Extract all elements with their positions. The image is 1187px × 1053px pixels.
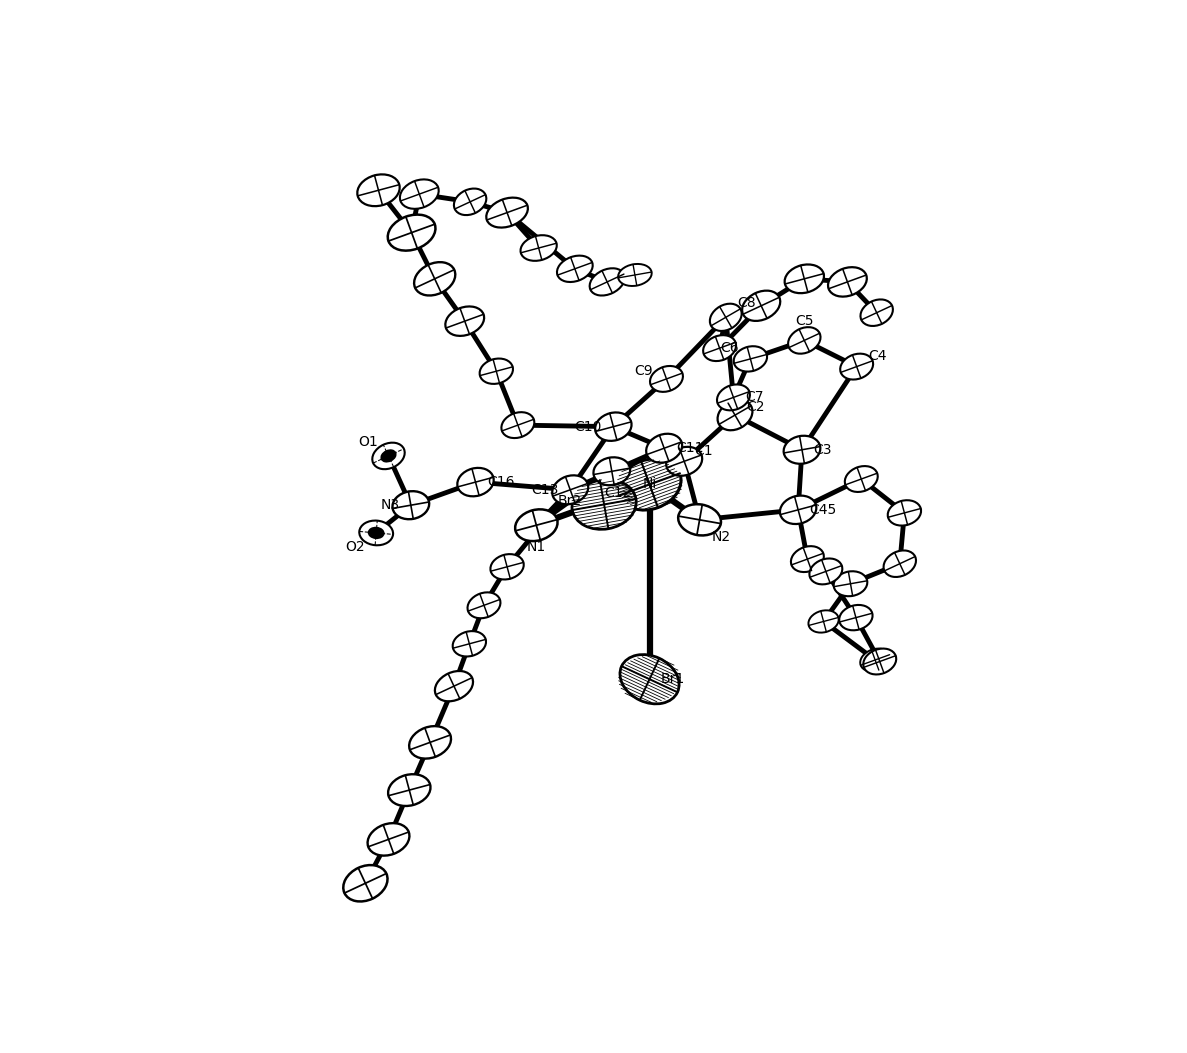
Ellipse shape [343,866,387,901]
Ellipse shape [742,291,780,321]
Ellipse shape [791,547,824,572]
Text: O2: O2 [345,540,366,554]
Ellipse shape [783,436,820,463]
Ellipse shape [380,450,396,462]
Text: C11: C11 [675,441,704,455]
Ellipse shape [734,346,767,372]
Ellipse shape [883,551,916,577]
Ellipse shape [410,727,451,758]
Ellipse shape [618,459,681,510]
Text: C6: C6 [721,341,740,355]
Ellipse shape [393,491,430,519]
Ellipse shape [845,466,877,492]
Ellipse shape [833,572,868,596]
Ellipse shape [515,510,558,541]
Ellipse shape [414,262,456,296]
Ellipse shape [468,593,501,618]
Text: C8: C8 [737,297,756,311]
Text: Ni: Ni [642,477,656,492]
Text: Br1: Br1 [660,672,685,687]
Ellipse shape [572,479,636,530]
Ellipse shape [718,400,753,431]
Ellipse shape [552,475,589,504]
Ellipse shape [618,264,652,286]
Ellipse shape [788,327,820,354]
Text: C12: C12 [604,485,631,500]
Ellipse shape [861,649,890,672]
Text: Br2: Br2 [558,494,582,508]
Ellipse shape [434,671,472,701]
Ellipse shape [785,264,824,293]
Text: C13: C13 [531,482,559,497]
Text: C16: C16 [487,475,515,489]
Text: C9: C9 [634,364,653,378]
Ellipse shape [490,554,523,579]
Ellipse shape [829,267,867,297]
Ellipse shape [646,434,683,462]
Text: C2: C2 [747,400,766,415]
Ellipse shape [808,611,839,633]
Ellipse shape [487,198,528,227]
Ellipse shape [357,175,400,206]
Ellipse shape [678,504,721,536]
Ellipse shape [620,655,679,703]
Ellipse shape [400,179,439,208]
Text: O1: O1 [357,435,377,449]
Ellipse shape [861,299,893,326]
Ellipse shape [650,366,683,392]
Ellipse shape [388,774,431,806]
Ellipse shape [521,235,557,261]
Ellipse shape [453,188,487,215]
Text: C3: C3 [813,442,832,457]
Text: C1: C1 [694,443,712,458]
Ellipse shape [863,649,896,675]
Ellipse shape [590,269,624,296]
Ellipse shape [810,558,843,584]
Ellipse shape [780,496,817,524]
Ellipse shape [595,413,631,441]
Text: N2: N2 [711,530,731,543]
Ellipse shape [594,457,630,485]
Text: N3: N3 [381,498,400,512]
Ellipse shape [710,303,742,331]
Ellipse shape [368,823,410,856]
Ellipse shape [388,215,436,251]
Ellipse shape [457,468,494,496]
Ellipse shape [360,520,393,545]
Ellipse shape [666,446,703,476]
Ellipse shape [888,500,921,525]
Ellipse shape [445,306,484,336]
Ellipse shape [840,354,874,379]
Text: C7: C7 [745,391,763,404]
Ellipse shape [717,384,750,411]
Ellipse shape [480,358,513,384]
Ellipse shape [373,442,405,470]
Ellipse shape [557,256,592,282]
Ellipse shape [839,604,872,631]
Ellipse shape [501,412,534,438]
Ellipse shape [368,526,385,539]
Text: C10: C10 [575,420,602,434]
Text: C5: C5 [795,314,813,329]
Ellipse shape [703,335,736,361]
Ellipse shape [452,631,485,656]
Text: C4: C4 [868,349,887,363]
Text: N1: N1 [527,540,546,554]
Text: C45: C45 [810,503,837,517]
